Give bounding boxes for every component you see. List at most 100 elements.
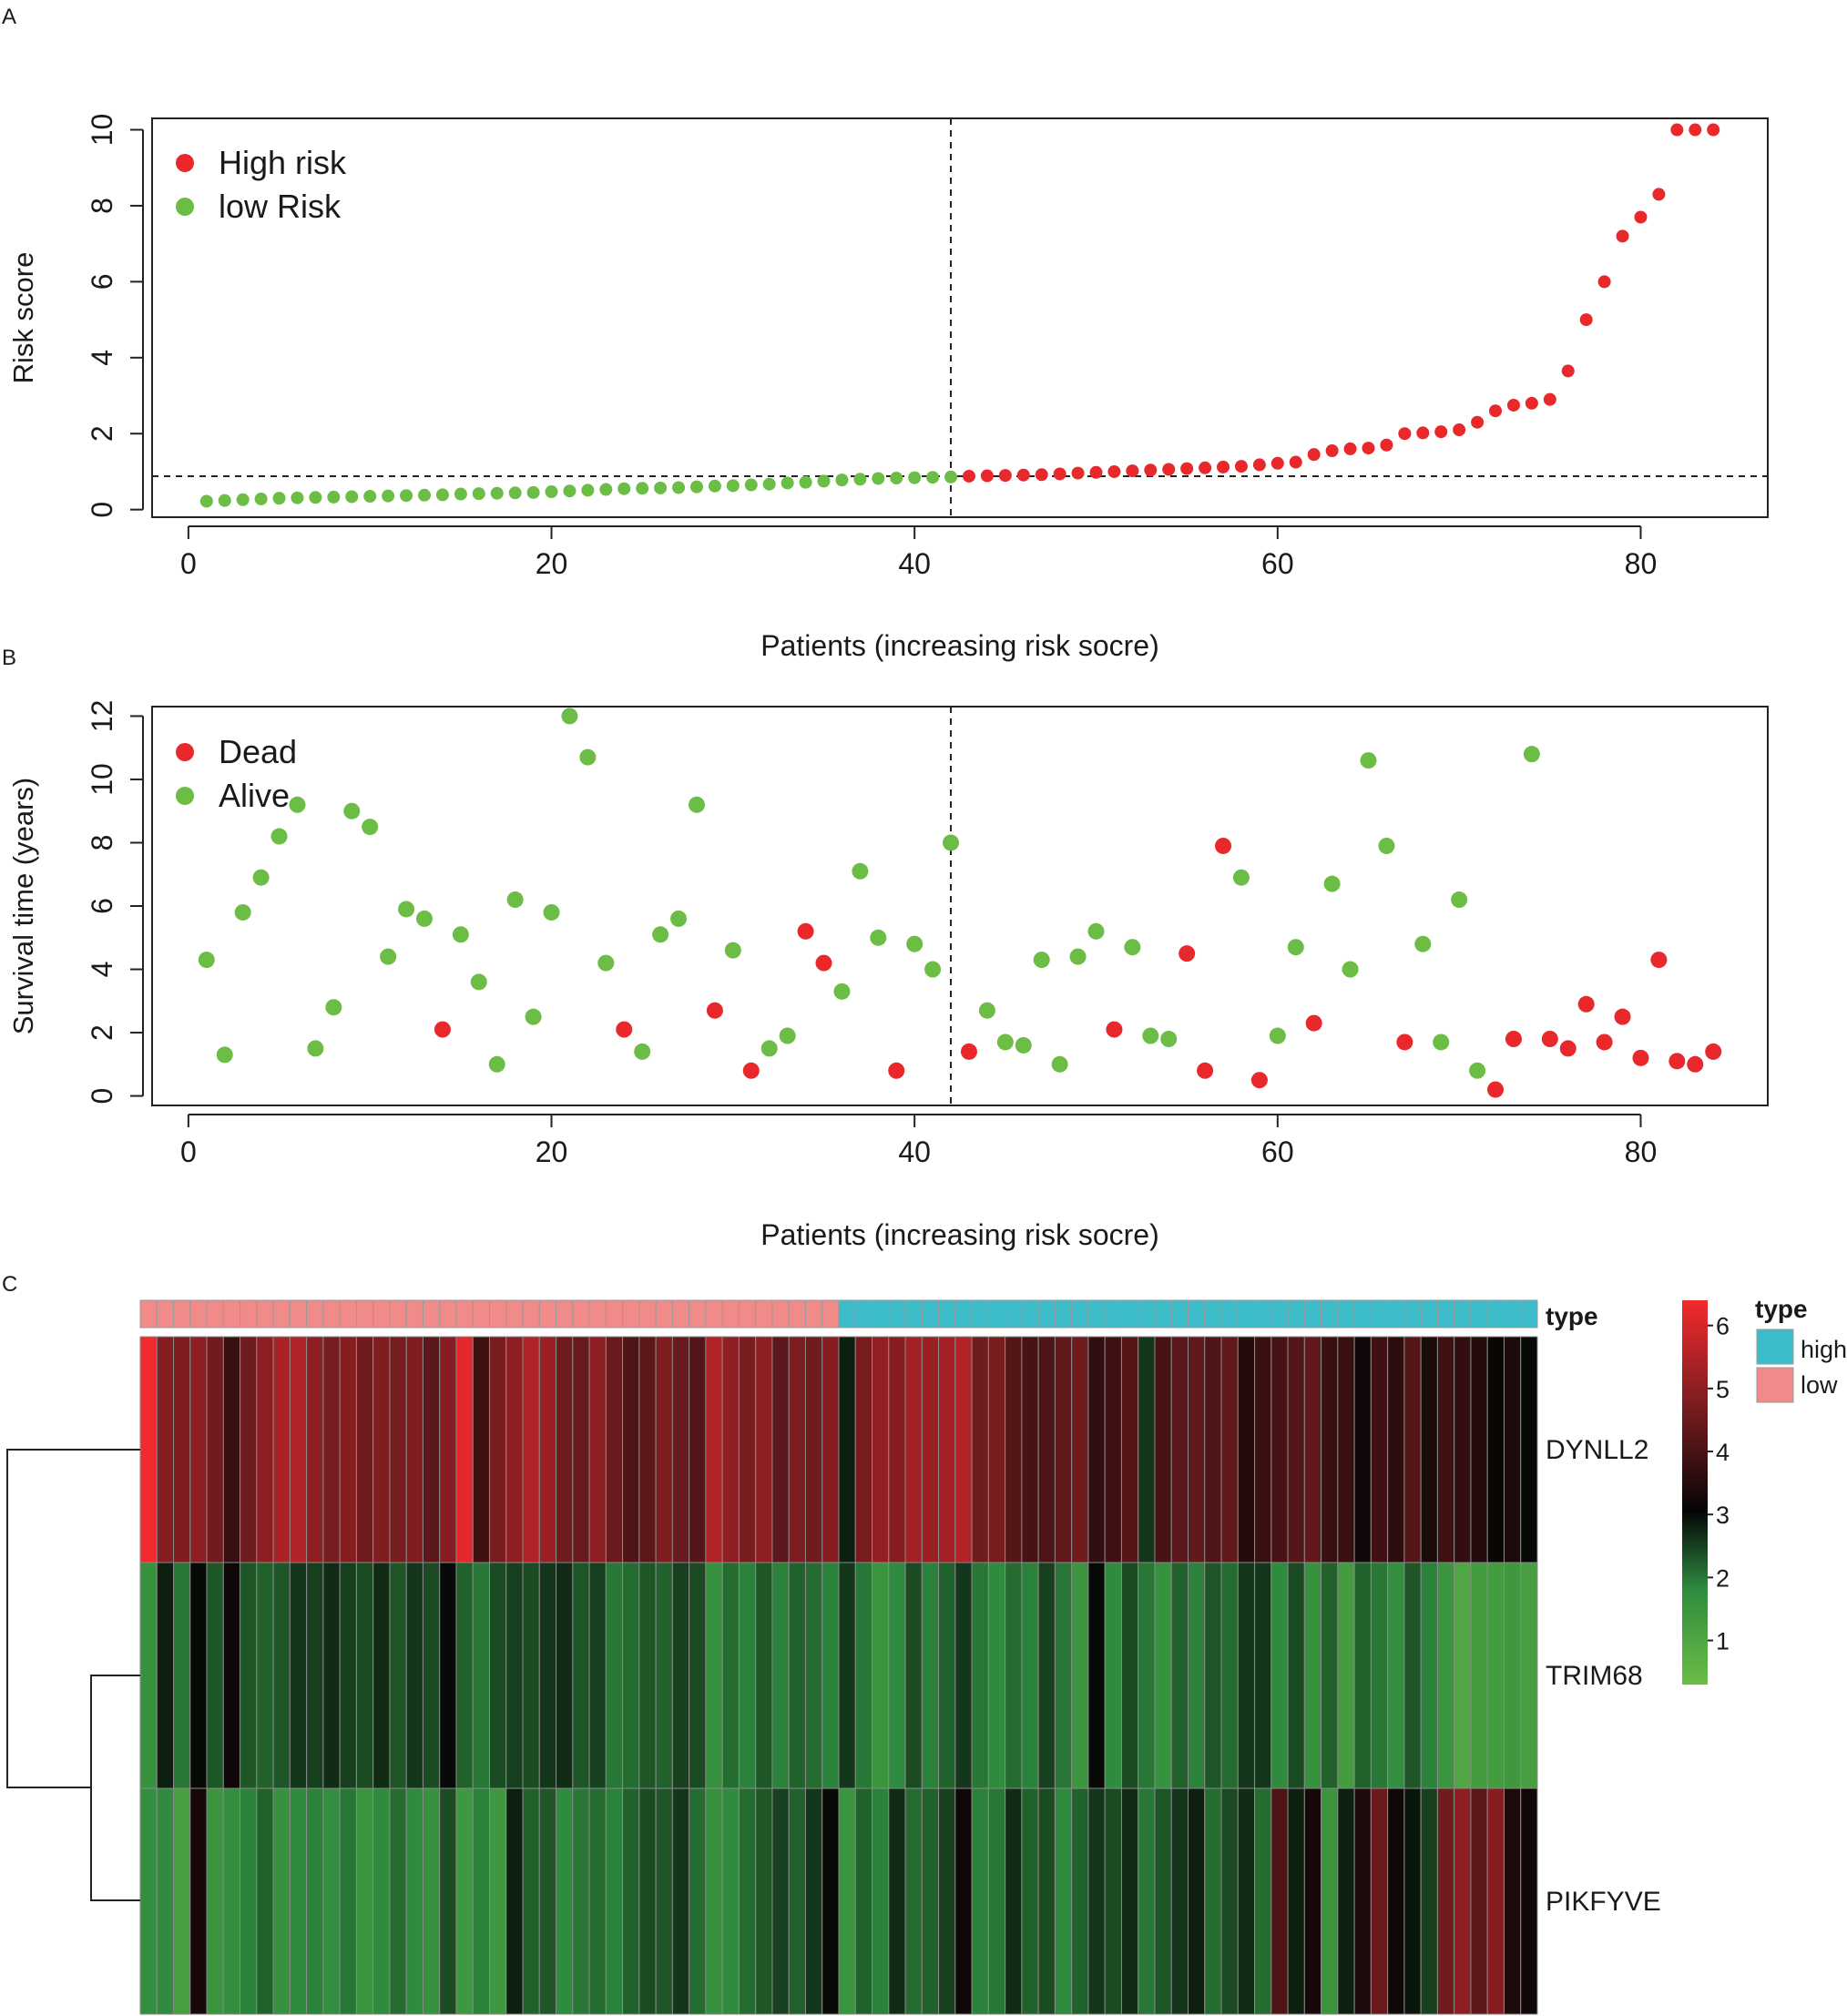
heatmap-cell-trim68 — [1353, 1562, 1372, 1789]
heatmap-cell-trim68 — [872, 1562, 890, 1789]
heatmap-cell-trim68 — [971, 1562, 989, 1789]
heatmap-cell-pikfyve — [1486, 1787, 1505, 2015]
heatmap-cell-dynll2 — [1486, 1336, 1505, 1563]
plot-b-point-alive — [452, 926, 469, 943]
type-cell-high — [1436, 1299, 1455, 1329]
heatmap-cell-trim68 — [1520, 1562, 1538, 1789]
panel-label-c: C — [2, 1272, 17, 1297]
type-cell-high — [954, 1299, 973, 1329]
type-cell-high — [1120, 1299, 1139, 1329]
heatmap-cell-trim68 — [854, 1562, 873, 1789]
heatmap-cell-pikfyve — [921, 1787, 940, 2015]
heatmap-cell-trim68 — [355, 1562, 374, 1789]
heatmap-cell-trim68 — [689, 1562, 707, 1789]
plot-a-point-high-risk — [998, 469, 1012, 483]
plot-a-point-high-risk — [1579, 313, 1593, 327]
plot-b-point-alive — [906, 935, 924, 952]
heatmap-cell-pikfyve — [1037, 1787, 1056, 2015]
plot-b-point-alive — [216, 1046, 233, 1064]
type-cell-low — [306, 1299, 324, 1329]
heatmap-cell-pikfyve — [938, 1787, 956, 2015]
plot-b-point-alive — [924, 961, 942, 978]
heatmap-cell-dynll2 — [1054, 1336, 1073, 1563]
heatmap-cell-pikfyve — [1170, 1787, 1189, 2015]
heatmap-cell-pikfyve — [422, 1787, 441, 2015]
plot-b-point-alive — [470, 973, 487, 991]
heatmap-cell-pikfyve — [671, 1787, 690, 2015]
heatmap-cell-pikfyve — [1071, 1787, 1089, 2015]
plot-b-point-dead — [1596, 1033, 1613, 1051]
heatmap-cell-pikfyve — [1287, 1787, 1305, 2015]
plot-b-y-tick-label: 2 — [86, 1024, 118, 1041]
plot-b-point-alive — [289, 796, 306, 813]
type-cell-high — [1005, 1299, 1023, 1329]
heatmap-cell-trim68 — [206, 1562, 224, 1789]
plot-a-x-axis-label: Patients (increasing risk socre) — [760, 629, 1158, 662]
heatmap-cell-trim68 — [938, 1562, 956, 1789]
heatmap-cell-dynll2 — [588, 1336, 607, 1563]
plot-a-y-tick-label: 4 — [86, 350, 118, 366]
plot-b-point-alive — [1378, 837, 1395, 854]
plot-b-point-alive — [270, 828, 288, 845]
type-cell-low — [455, 1299, 474, 1329]
type-cell-low — [638, 1299, 657, 1329]
plot-b-point-alive — [380, 948, 397, 965]
type-cell-low — [671, 1299, 690, 1329]
heatmap-cell-dynll2 — [1370, 1336, 1389, 1563]
plot-a-point-low-risk — [944, 470, 958, 484]
heatmap-cell-dynll2 — [1220, 1336, 1239, 1563]
plot-b-y-tick-label: 8 — [86, 835, 118, 851]
heatmap-cell-pikfyve — [1120, 1787, 1139, 2015]
type-cell-low — [738, 1299, 757, 1329]
plot-a-point-high-risk — [1252, 458, 1266, 472]
type-legend-swatch-high — [1756, 1329, 1794, 1365]
heatmap-cell-pikfyve — [1370, 1787, 1389, 2015]
plot-b-point-alive — [543, 903, 560, 921]
heatmap-cell-dynll2 — [1104, 1336, 1122, 1563]
plot-a-point-low-risk — [835, 473, 849, 487]
heatmap-cell-pikfyve — [1420, 1787, 1438, 2015]
heatmap-cell-dynll2 — [1454, 1336, 1472, 1563]
heatmap-cell-pikfyve — [1321, 1787, 1339, 2015]
heatmap-cell-dynll2 — [1037, 1336, 1056, 1563]
heatmap-cell-dynll2 — [240, 1336, 258, 1563]
heatmap-cell-dynll2 — [1270, 1336, 1289, 1563]
type-cell-high — [1503, 1299, 1522, 1329]
panel-label-a: A — [2, 5, 16, 29]
expression-heatmap: type DYNLL2 TRIM68 PIKFYVE 1 2 3 4 5 6 type hig… — [6, 1295, 1847, 2015]
heatmap-cell-trim68 — [921, 1562, 940, 1789]
heatmap-cell-trim68 — [455, 1562, 474, 1789]
heatmap-cell-trim68 — [738, 1562, 757, 1789]
heatmap-cell-trim68 — [289, 1562, 308, 1789]
heatmap-cell-pikfyve — [1220, 1787, 1239, 2015]
type-cell-high — [1071, 1299, 1089, 1329]
plot-a-point-low-risk — [490, 486, 504, 500]
heatmap-cell-trim68 — [139, 1562, 158, 1789]
type-cell-low — [156, 1299, 175, 1329]
heatmap-cell-trim68 — [1254, 1562, 1272, 1789]
plot-a-point-high-risk — [1616, 229, 1629, 243]
heatmap-cell-dynll2 — [1170, 1336, 1189, 1563]
heatmap-cell-trim68 — [1486, 1562, 1505, 1789]
plot-b-y-tick-label: 10 — [86, 763, 118, 796]
plot-a-point-high-risk — [980, 469, 994, 483]
plot-a-point-low-risk — [327, 490, 341, 504]
heatmap-cell-trim68 — [422, 1562, 441, 1789]
heatmap-cell-dynll2 — [139, 1336, 158, 1563]
plot-a-point-low-risk — [309, 491, 322, 504]
type-cell-low — [788, 1299, 806, 1329]
heatmap-cell-pikfyve — [189, 1787, 208, 2015]
plot-b-y-tick-label: 4 — [86, 962, 118, 978]
heatmap-cell-trim68 — [1204, 1562, 1222, 1789]
heatmap-cell-dynll2 — [156, 1336, 175, 1563]
row-dendrogram — [6, 1449, 140, 1901]
plot-b-point-alive — [724, 942, 741, 959]
heatmap-cell-pikfyve — [156, 1787, 175, 2015]
plot-b-point-alive — [1451, 891, 1468, 909]
heatmap-cell-pikfyve — [1353, 1787, 1372, 2015]
plot-a-point-high-risk — [1471, 415, 1485, 429]
plot-a-point-low-risk — [545, 485, 558, 499]
heatmap-cell-dynll2 — [505, 1336, 524, 1563]
heatmap-cell-trim68 — [755, 1562, 773, 1789]
